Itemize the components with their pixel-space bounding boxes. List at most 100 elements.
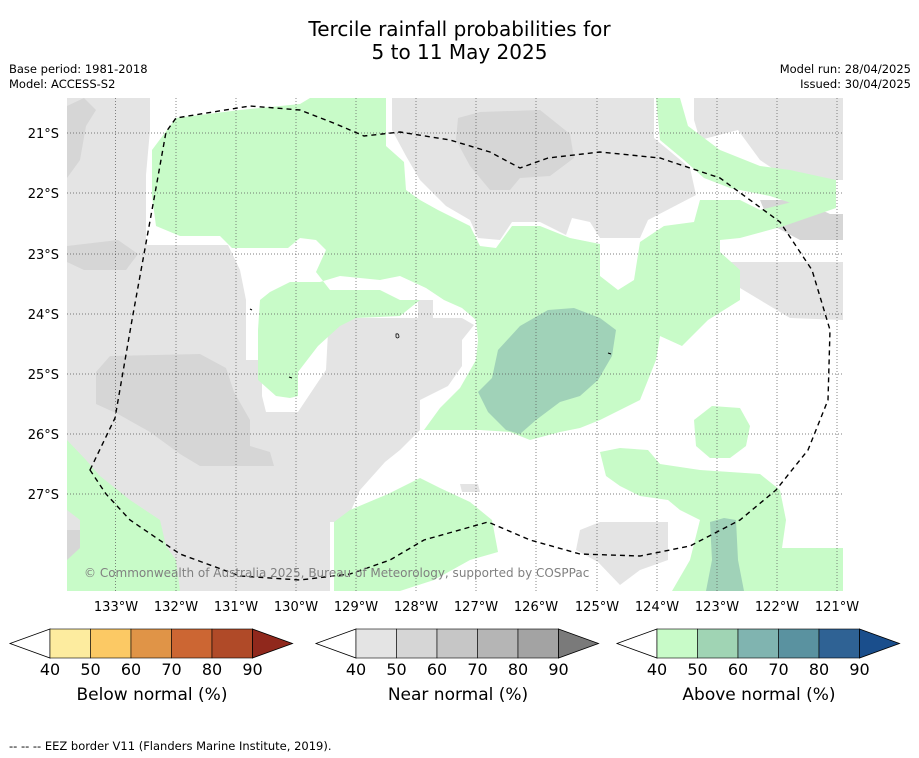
colorbar-tick: 50 (386, 660, 406, 676)
colorbar-tick: 50 (687, 660, 707, 676)
lon-label: 129°W (334, 600, 378, 615)
colorbar-tick: 40 (346, 660, 366, 676)
near-normal-core-west (67, 98, 96, 178)
above-normal-region-northeast (656, 98, 836, 208)
lon-label: 132°W (154, 600, 198, 615)
above-normal-core-central (478, 308, 616, 434)
lon-label: 126°W (514, 600, 558, 615)
colorbar-tick: 90 (548, 660, 568, 676)
colorbar-segment (517, 628, 559, 659)
colorbar-segment (49, 628, 91, 659)
colorbar-segment (90, 628, 132, 659)
model-run: Model run: 28/04/2025 (779, 62, 911, 76)
near-normal-region-islet (310, 444, 332, 468)
colorbar-segment (171, 628, 213, 659)
colorbar-tick: 60 (121, 660, 141, 676)
base-period: Base period: 1981-2018 (9, 62, 148, 76)
near-normal-region-spot (460, 484, 480, 492)
colorbar-segment (355, 628, 397, 659)
near-normal-core-north (456, 110, 574, 190)
colorbar-tick: 60 (427, 660, 447, 676)
lon-label: 121°W (815, 600, 859, 615)
longitude-labels: 133°W 132°W 131°W 130°W 129°W 128°W 127°… (94, 600, 859, 615)
near-normal-region-northeast (694, 98, 843, 180)
lat-label: 23°S (28, 248, 59, 263)
map-speck-2 (249, 308, 253, 311)
run-info: Model run: 28/04/2025 Issued: 30/04/2025 (780, 62, 911, 92)
near-normal-region-east (730, 262, 843, 320)
colorbar-label-below: Below normal (%) (76, 685, 228, 705)
lon-label: 127°W (454, 600, 498, 615)
lat-label: 25°S (28, 368, 59, 383)
colorbar-above-normal: 40 50 60 70 80 90 (615, 628, 901, 676)
colorbar-segment (477, 628, 519, 659)
lat-label: 21°S (28, 127, 59, 142)
colorbar-near-normal: 40 50 60 70 80 90 (314, 628, 600, 676)
above-normal-region-east-blob (694, 406, 750, 458)
colorbar-segment (436, 628, 478, 659)
colorbar-tick: 40 (40, 660, 60, 676)
title-line-2: 5 to 11 May 2025 (371, 40, 548, 64)
lat-label: 22°S (28, 187, 59, 202)
grid-lines (67, 98, 843, 591)
above-normal-region-south (334, 478, 498, 591)
colorbar-tick: 60 (728, 660, 748, 676)
colorbar-extend-low (615, 628, 658, 659)
near-normal-core-southwest (96, 354, 274, 466)
model-name: Model: ACCESS-S2 (9, 77, 116, 91)
colorbar-segment (656, 628, 698, 659)
lon-label: 130°W (274, 600, 318, 615)
latitude-labels: 21°S 22°S 23°S 24°S 25°S 26°S 27°S (28, 127, 59, 503)
colorbar-tick: 70 (768, 660, 788, 676)
colorbar-tick: 90 (242, 660, 262, 676)
colorbar-extend-low (314, 628, 357, 659)
lon-label: 122°W (755, 600, 799, 615)
lon-label: 125°W (575, 600, 619, 615)
colorbar-tick: 80 (202, 660, 222, 676)
colorbar-tick: 90 (849, 660, 869, 676)
colorbar-segment (778, 628, 820, 659)
lon-label: 133°W (94, 600, 138, 615)
lon-label: 124°W (635, 600, 679, 615)
chart-title: Tercile rainfall probabilities for 5 to … (0, 18, 919, 64)
lon-label: 131°W (214, 600, 258, 615)
near-normal-core-blob (67, 240, 138, 270)
colorbar-segment (211, 628, 253, 659)
colorbar-tick: 40 (647, 660, 667, 676)
colorbar-tick: 80 (809, 660, 829, 676)
colorbar-below-normal: 40 50 60 70 80 90 (8, 628, 294, 676)
issued-date: Issued: 30/04/2025 (800, 77, 911, 91)
base-info: Base period: 1981-2018 Model: ACCESS-S2 (9, 62, 148, 92)
lat-label: 24°S (28, 308, 59, 323)
above-normal-core-south (706, 518, 744, 591)
colorbar-extend-high (859, 628, 901, 659)
map-fill-layer (67, 98, 843, 591)
lon-label: 128°W (394, 600, 438, 615)
eez-footnote: -- -- -- EEZ border V11 (Flanders Marine… (9, 739, 332, 753)
colorbar-segment (818, 628, 860, 659)
colorbar-label-above: Above normal (%) (682, 685, 836, 705)
colorbar-tick: 50 (80, 660, 100, 676)
probability-map: 21°S 22°S 23°S 24°S 25°S 26°S 27°S 133°W… (28, 98, 859, 615)
map-speck-4 (607, 352, 612, 355)
colorbar-tick: 70 (161, 660, 181, 676)
colorbar-label-near: Near normal (%) (387, 685, 529, 705)
colorbar-extend-high (558, 628, 600, 659)
colorbar-extend-high (252, 628, 294, 659)
colorbar-segment (737, 628, 779, 659)
lon-label: 123°W (695, 600, 739, 615)
colorbar-segment (396, 628, 438, 659)
near-normal-region-south (576, 522, 668, 585)
near-normal-region-west (67, 98, 474, 591)
above-normal-region-central (152, 98, 836, 440)
colorbar-extend-low (8, 628, 51, 659)
title-line-1: Tercile rainfall probabilities for (308, 17, 611, 41)
colorbar-tick: 80 (508, 660, 528, 676)
lat-label: 27°S (28, 488, 59, 503)
lat-label: 26°S (28, 428, 59, 443)
colorbar-segment (130, 628, 172, 659)
map-speck-3 (288, 376, 293, 379)
copyright-notice: © Commonwealth of Australia 2025, Bureau… (84, 566, 589, 580)
colorbar-tick: 70 (467, 660, 487, 676)
colorbar-segment (697, 628, 739, 659)
